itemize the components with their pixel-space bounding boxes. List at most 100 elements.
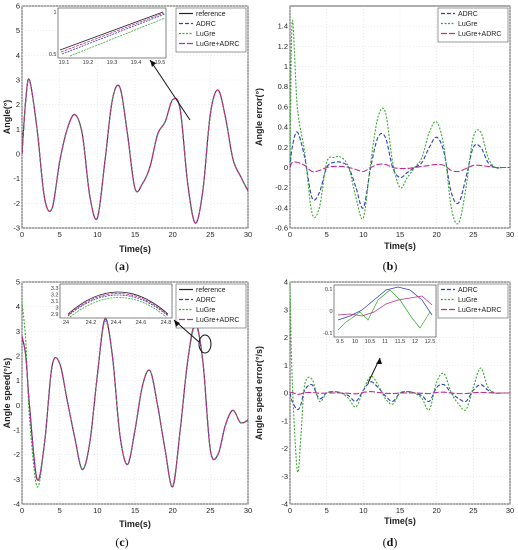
x-tick-label: 20: [432, 506, 440, 515]
y-tick-label: 0: [284, 163, 288, 172]
legend-box: [175, 7, 247, 53]
x-tick-label: 10: [93, 506, 101, 515]
ticks-a: 0 5 10 15 20 25 30 -3 -2 -1 0 1 2 3 4 5 6: [13, 2, 252, 240]
legend-box: [175, 283, 247, 329]
x-tick-label: 5: [325, 506, 329, 515]
legend-label: LuGre: [458, 21, 478, 28]
x-tick-label: 30: [244, 506, 252, 515]
y-tick-label: -4: [281, 500, 288, 509]
inset-x-tick: 9.5: [336, 339, 344, 345]
y-tick-label: 1.4: [278, 22, 288, 31]
panel-c: 0 5 10 15 20 25 30 -4 -3 -2 -1 0 1 2 3 4 5 Angle speed(°…: [2, 278, 252, 550]
inset-x-tick: 24.4: [111, 320, 122, 326]
inset-c: 24 24.2 24.4 24.6 24.8 3.33.23.132.9: [51, 283, 212, 354]
y-tick-label: 1.2: [278, 42, 288, 51]
inset-d-ticks: 9.5 10 10.5 11 11.5 12 12.5 0.1 0 -0.1: [323, 287, 435, 345]
x-tick-label: 20: [168, 230, 176, 239]
legend-label: LuGre+ADRC: [458, 31, 501, 38]
inset-d-lugre-adrc-curve: [337, 295, 433, 317]
x-tick-label: 10: [93, 230, 101, 239]
legend-label: ADRC: [196, 21, 216, 28]
inset-x-tick: 24.2: [86, 320, 97, 326]
y-tick-label: 0: [284, 389, 288, 398]
x-tick-label: 25: [469, 230, 477, 239]
zoom-arrowhead-a: [150, 60, 156, 67]
inset-y-tick: 0.1: [325, 287, 333, 293]
inset-y-tick: 3.2: [51, 293, 59, 299]
legend-c: reference ADRC LuGre LuGre+ADRC: [175, 283, 247, 329]
y-tick-label: -1: [13, 426, 20, 435]
ylabel-a: Angle(°): [2, 100, 12, 135]
y-tick-label: -0.6: [275, 224, 288, 233]
series-line-lugre-adrc: [289, 391, 510, 395]
y-tick-label: -0.2: [275, 183, 288, 192]
inset-c-adrc-curve: [67, 294, 169, 317]
inset-y-tick: 3: [55, 306, 58, 312]
x-tick-label: 30: [244, 230, 252, 239]
inset-x-tick: 19.3: [107, 60, 118, 66]
grid-c: [21, 281, 249, 505]
ticks-b: 0 5 10 15 20 25 30 -0.6 -0.4 -0.2 0 0.2 0.4 0.6 0.8 1 1.…: [275, 22, 514, 239]
xlabel-d: Time(s): [384, 516, 416, 526]
legend-label: ADRC: [458, 11, 478, 18]
series-line-lugre: [289, 19, 510, 225]
inset-x-tick: 10.5: [365, 339, 376, 345]
y-tick-label: 4: [284, 278, 288, 287]
y-tick-label: 6: [16, 2, 20, 11]
y-tick-label: 5: [16, 278, 20, 287]
caption-b: (b): [383, 259, 398, 273]
legend-label: reference: [196, 287, 226, 294]
inset-a-ticks: 19.1 19.2 19.3 19.4 19.5 1 0.5: [49, 10, 166, 66]
inset-x-tick: 11: [382, 339, 388, 345]
x-tick-label: 5: [58, 230, 62, 239]
inset-y-tick: 1: [53, 10, 56, 16]
y-tick-label: 4: [16, 302, 20, 311]
x-tick-label: 5: [325, 230, 329, 239]
y-tick-label: -2: [13, 450, 20, 459]
zoom-arrowhead-d: [376, 358, 382, 364]
y-tick-label: 3: [284, 305, 288, 314]
inset-a-ref-line: [59, 11, 164, 51]
inset-x-tick: 19.4: [131, 60, 142, 66]
x-tick-label: 25: [469, 506, 477, 515]
x-tick-label: 30: [506, 506, 514, 515]
inset-c-box: [59, 283, 173, 319]
x-tick-label: 0: [20, 230, 24, 239]
x-tick-label: 10: [359, 230, 367, 239]
x-tick-label: 0: [288, 506, 292, 515]
y-tick-label: 0.8: [278, 82, 288, 91]
inset-x-tick: 12.5: [425, 339, 436, 345]
inset-d: 9.5 10 10.5 11 11.5 12 12.5 0.1 0 -0.1: [323, 284, 437, 384]
legend-label: ADRC: [458, 287, 478, 294]
inset-x-tick: 24: [63, 320, 69, 326]
inset-d-box: [333, 284, 437, 338]
y-tick-label: 2: [16, 352, 20, 361]
y-tick-label: -3: [13, 224, 20, 233]
x-tick-label: 0: [20, 506, 24, 515]
series-line-adrc: [289, 131, 510, 209]
inset-y-tick: 2.9: [51, 312, 59, 318]
inset-x-tick: 19.2: [83, 60, 94, 66]
inset-c-ticks: 24 24.2 24.4 24.6 24.8 3.33.23.132.9: [51, 286, 172, 326]
y-tick-label: 3: [16, 76, 20, 85]
y-tick-label: -3: [281, 472, 288, 481]
caption-a: (a): [115, 259, 129, 273]
x-tick-label: 20: [432, 230, 440, 239]
x-tick-label: 15: [396, 230, 404, 239]
inset-x-tick: 19.1: [59, 60, 70, 66]
inset-x-tick: 24.6: [136, 320, 147, 326]
legend-label: LuGre: [458, 297, 478, 304]
inset-c-lugre-curve: [69, 297, 167, 318]
y-tick-label: 0.2: [278, 143, 288, 152]
series-lines-b: [289, 19, 510, 225]
y-tick-label: 2: [16, 100, 20, 109]
y-tick-label: 0.4: [278, 123, 288, 132]
y-tick-label: 0: [16, 401, 20, 410]
x-tick-label: 10: [359, 506, 367, 515]
xlabel-c: Time(s): [119, 519, 151, 529]
ylabel-d: Angle speed error(°/s): [254, 346, 264, 440]
x-tick-label: 5: [58, 506, 62, 515]
inset-a-lugre-line: [69, 17, 166, 57]
inset-a-lugre-adrc-line: [60, 12, 165, 53]
